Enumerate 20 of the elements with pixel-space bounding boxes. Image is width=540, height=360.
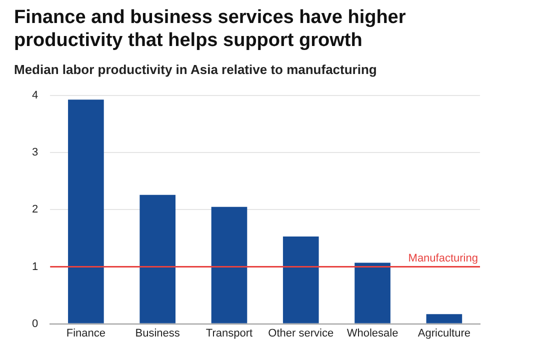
x-tick-label: Wholesale — [346, 327, 398, 340]
bar — [68, 100, 104, 324]
bar — [140, 194, 176, 324]
bar — [282, 236, 319, 324]
x-tick-label: Transport — [206, 327, 253, 340]
chart-title: Finance and business services have higher productivity that helps support growth — [14, 6, 407, 52]
x-tick-label: Finance — [66, 327, 106, 340]
ref-line-label: Manufacturing — [408, 252, 478, 264]
x-tick-label: Business — [135, 327, 180, 340]
y-tick-label: 2 — [32, 204, 38, 216]
y-tick-label: 3 — [32, 146, 38, 159]
x-tick-label: Other service — [268, 327, 334, 340]
x-tick-label: Agriculture — [418, 327, 470, 340]
chart-subtitle: Median labor productivity in Asia relative to manufacturing — [14, 62, 378, 77]
y-tick-label: 1 — [32, 260, 38, 273]
y-tick-label: 0 — [32, 318, 38, 330]
bar — [426, 314, 462, 324]
bar — [211, 206, 248, 324]
bar — [354, 262, 390, 324]
y-tick-label: 4 — [32, 90, 38, 102]
